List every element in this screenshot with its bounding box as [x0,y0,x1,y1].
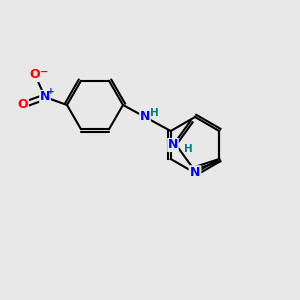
Text: O: O [30,68,40,82]
Text: H: H [150,108,159,118]
Text: O: O [18,98,28,112]
Text: N: N [140,110,150,124]
Text: −: − [40,67,48,77]
Text: N: N [168,139,178,152]
Text: N: N [40,91,50,103]
Text: N: N [190,167,200,179]
Text: H: H [184,144,193,154]
Text: +: + [47,87,55,96]
